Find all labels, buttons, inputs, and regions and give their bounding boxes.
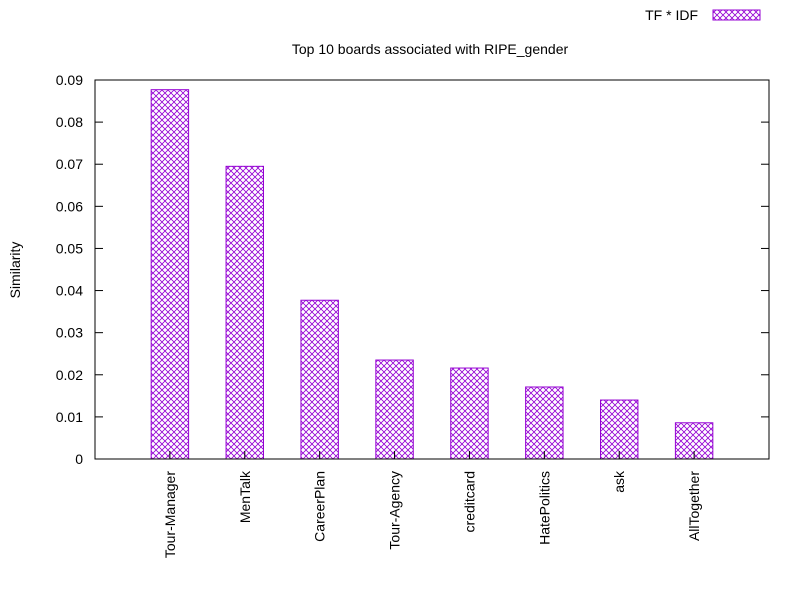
bar-ask <box>600 399 639 460</box>
y-tick-label: 0.03 <box>56 325 83 341</box>
y-tick-label: 0.02 <box>56 367 83 383</box>
bar-tour-agency <box>375 359 414 460</box>
x-tick-label: CareerPlan <box>312 471 328 542</box>
x-tick-label: Tour-Manager <box>162 471 178 558</box>
x-tick-label: HatePolitics <box>536 471 552 545</box>
y-tick-label: 0.01 <box>56 409 83 425</box>
y-axis-ticks: 0 0.01 0.02 0.03 0.04 0.05 0.06 0.07 0.08 0.09 <box>56 72 769 467</box>
y-tick-label: 0.08 <box>56 114 83 130</box>
bar-creditcard <box>450 367 489 460</box>
x-axis-ticks: Tour-Manager MenTalk CareerPlan Tour-Agency… <box>162 451 702 558</box>
plot-frame <box>94 79 770 460</box>
y-tick-label: 0.04 <box>56 283 83 299</box>
legend-swatch <box>712 9 761 21</box>
y-tick-label: 0.06 <box>56 198 83 214</box>
x-tick-label: Tour-Agency <box>387 471 403 550</box>
x-tick-label: AllTogether <box>686 471 702 541</box>
chart-title: Top 10 boards associated with RIPE_gende… <box>292 41 569 57</box>
bar-tour-manager <box>150 89 190 460</box>
bar-careerplan <box>300 299 339 460</box>
y-tick-label: 0.09 <box>56 72 83 88</box>
y-tick-label: 0.05 <box>56 240 83 256</box>
x-tick-label: MenTalk <box>237 470 253 523</box>
legend: TF * IDF <box>645 7 761 23</box>
bar-hatepolitics <box>525 386 564 460</box>
x-tick-label: creditcard <box>461 471 477 532</box>
legend-label: TF * IDF <box>645 7 698 23</box>
y-axis-label: Similarity <box>7 242 23 299</box>
y-tick-label: 0.07 <box>56 156 83 172</box>
y-tick-label: 0 <box>75 451 83 467</box>
x-tick-label: ask <box>611 470 627 493</box>
bar-mentalk <box>225 165 264 460</box>
bars-group <box>150 89 714 460</box>
